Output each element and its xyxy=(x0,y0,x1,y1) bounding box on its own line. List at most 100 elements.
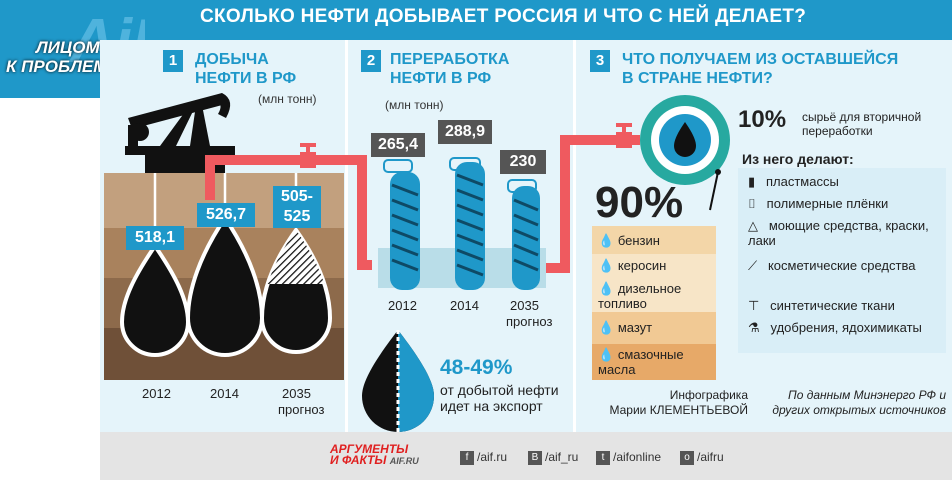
aif-brand-site: AIF.RU xyxy=(389,456,419,466)
products-title: ЧТО ПОЛУЧАЕМ ИЗ ОСТАВШЕЙСЯ В СТРАНЕ НЕФТ… xyxy=(622,50,898,88)
production-value-2035: 505- 525 xyxy=(273,186,321,228)
oil-drop-2012 xyxy=(119,242,191,357)
made-item-label: пластмассы xyxy=(766,174,839,189)
drop-icon: 💧 xyxy=(598,347,615,362)
vk-icon: В xyxy=(528,450,542,465)
pipe-valve-icon xyxy=(300,123,632,168)
production-title: ДОБЫЧА НЕФТИ В РФ xyxy=(195,50,296,88)
refining-year-2035: 2035 xyxy=(510,298,539,313)
refining-title-line2: НЕФТИ В РФ xyxy=(390,70,492,87)
fuel-item-label: керосин xyxy=(617,258,667,273)
production-value-2035-line2: 525 xyxy=(283,208,311,225)
export-text: от добытой нефти идет на экспорт xyxy=(440,382,559,414)
made-item-label: удобрения, ядохимикаты xyxy=(770,320,922,335)
badge-line2: К ПРОБЛЕМЕ xyxy=(6,57,119,76)
fuel-item-label: дизельное топливо xyxy=(598,281,682,311)
twitter-link[interactable]: t/aifonline xyxy=(596,450,661,465)
production-title-line1: ДОБЫЧА xyxy=(195,51,269,68)
facebook-icon: f xyxy=(460,450,474,465)
made-list-box xyxy=(738,168,946,353)
refining-value-2012: 265,4 xyxy=(371,133,425,157)
shirt-icon: ⊤ xyxy=(748,298,760,313)
badge-line1: ЛИЦОМ xyxy=(36,38,100,57)
production-value-2035-line1: 505- xyxy=(280,188,314,205)
aif-brand-line2: И ФАКТЫ xyxy=(330,453,387,467)
odnoklassniki-link[interactable]: о/aifru xyxy=(680,450,724,465)
refining-year-2035-note: прогноз xyxy=(506,314,553,329)
refining-title-line1: ПЕРЕРАБОТКА xyxy=(390,51,510,68)
author-credit: Инфографика Марии КЛЕМЕНТЬЕВОЙ xyxy=(600,388,748,418)
production-year-2035: 2035 xyxy=(282,386,311,401)
production-year-2035-note: прогноз xyxy=(278,402,325,417)
aif-brand-logo[interactable]: АРГУМЕНТЫ И ФАКТЫ AIF.RU xyxy=(330,442,419,467)
drop-icon: 💧 xyxy=(598,281,615,296)
facebook-link-label: /aif.ru xyxy=(477,450,508,464)
raw-text-line1: сырьё для вторичной xyxy=(802,110,922,124)
made-header: Из него делают: xyxy=(742,151,854,167)
facebook-link[interactable]: f/aif.ru xyxy=(460,450,507,465)
raw-text-line2: переработки xyxy=(802,124,873,138)
fuel-percent: 90% xyxy=(595,178,684,227)
refining-year-2012: 2012 xyxy=(388,298,417,313)
made-item-label: синтетические ткани xyxy=(770,298,895,313)
section-number-3: 3 xyxy=(590,50,610,72)
fuel-item-diesel: 💧 дизельное топливо xyxy=(598,281,708,311)
bottle-icon: ▮ xyxy=(748,174,756,189)
drop-icon: 💧 xyxy=(598,233,615,248)
export-percent: 48-49% xyxy=(440,356,513,379)
author-credit-line1: Инфографика xyxy=(669,388,748,402)
production-unit: (млн тонн) xyxy=(258,92,317,106)
twitter-icon: t xyxy=(596,450,610,465)
fuel-item-gasoline: 💧 бензин xyxy=(598,233,660,248)
twitter-link-label: /aifonline xyxy=(613,450,662,464)
products-title-line2: В СТРАНЕ НЕФТИ? xyxy=(622,70,773,87)
made-item-fertilizers: ⚗ удобрения, ядохимикаты xyxy=(748,320,943,335)
source-credit-line2: других открытых источников xyxy=(772,403,946,417)
drop-icon: 💧 xyxy=(598,320,615,335)
vk-link-label: /aif_ru xyxy=(545,450,579,464)
page-title: СКОЛЬКО НЕФТИ ДОБЫВАЕТ РОССИЯ И ЧТО С НЕ… xyxy=(200,6,807,27)
author-credit-line2: Марии КЛЕМЕНТЬЕВОЙ xyxy=(609,403,748,417)
made-item-films: ⌷ полимерные плёнки xyxy=(748,196,888,211)
production-year-2014: 2014 xyxy=(210,386,239,401)
lipstick-icon: ⟋ xyxy=(748,258,758,273)
production-title-line2: НЕФТИ В РФ xyxy=(195,70,297,87)
odnoklassniki-link-label: /aifru xyxy=(697,450,724,464)
bag-icon: ⌷ xyxy=(748,196,756,211)
products-title-line1: ЧТО ПОЛУЧАЕМ ИЗ ОСТАВШЕЙСЯ xyxy=(622,51,899,68)
oil-drop-2014 xyxy=(185,214,265,357)
made-item-label: косметические средства xyxy=(767,258,916,273)
badge-label: ЛИЦОМ К ПРОБЛЕМЕ xyxy=(6,38,119,76)
refining-unit: (млн тонн) xyxy=(385,98,444,112)
section-number-1: 1 xyxy=(163,50,183,72)
fuel-item-lubricants: 💧 смазочные масла xyxy=(598,347,708,377)
aif-brand-line1: АРГУМЕНТЫ xyxy=(330,442,409,456)
made-item-plastics: ▮ пластмассы xyxy=(748,174,839,189)
section-number-2: 2 xyxy=(361,50,381,72)
oil-pipe xyxy=(205,135,640,273)
production-value-2012: 518,1 xyxy=(126,226,184,250)
raw-text: сырьё для вторичной переработки xyxy=(802,110,921,138)
drop-icon: 💧 xyxy=(598,258,615,273)
made-item-label: моющие средства, краски, лаки xyxy=(748,218,929,248)
fuel-item-label: мазут xyxy=(617,320,653,335)
footer-bar xyxy=(100,432,952,480)
refining-year-2014: 2014 xyxy=(450,298,479,313)
source-credit-line1: По данным Минэнерго РФ и xyxy=(788,388,946,402)
raw-percent: 10% xyxy=(738,106,787,133)
refinery-tower-2014 xyxy=(449,157,485,290)
fuel-item-label: смазочные масла xyxy=(598,347,684,377)
vk-link[interactable]: В/aif_ru xyxy=(528,450,578,465)
made-item-fabrics: ⊤ синтетические ткани xyxy=(748,298,895,313)
spray-icon: △ xyxy=(748,218,758,233)
flask-icon: ⚗ xyxy=(748,320,760,335)
refining-value-2035: 230 xyxy=(500,150,546,174)
fuel-item-kerosene: 💧 керосин xyxy=(598,258,666,273)
fuel-item-mazut: 💧 мазут xyxy=(598,320,652,335)
refinery-tower-2035 xyxy=(507,179,540,290)
production-value-2014: 526,7 xyxy=(197,203,255,227)
export-text-line1: от добытой нефти xyxy=(440,382,559,398)
production-year-2012: 2012 xyxy=(142,386,171,401)
refining-title: ПЕРЕРАБОТКА НЕФТИ В РФ xyxy=(390,50,509,88)
header-bar xyxy=(140,0,952,40)
